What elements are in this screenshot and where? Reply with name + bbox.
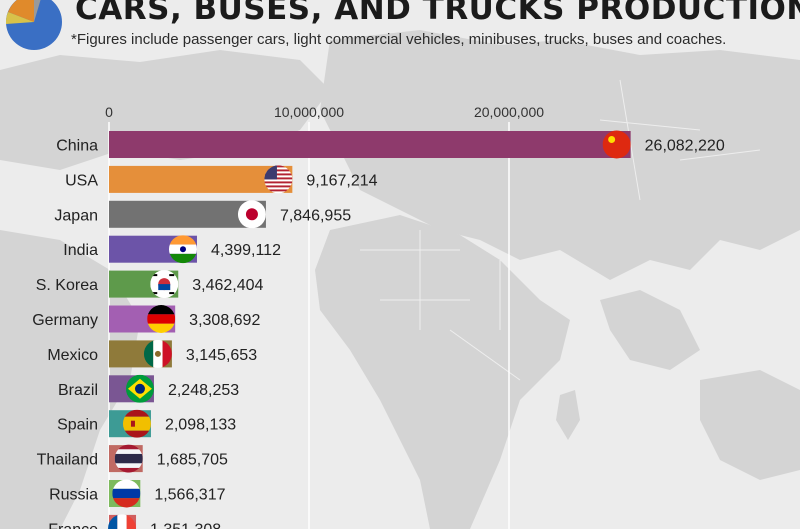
bar [109, 165, 293, 193]
value-label: 26,082,220 [645, 138, 725, 155]
france-flag-icon [108, 514, 137, 529]
germany-flag-icon [147, 305, 176, 333]
category-label: USA [65, 172, 98, 189]
x-tick-label: 20,000,000 [474, 104, 544, 120]
mexico-flag-icon [143, 339, 172, 368]
value-label: 3,462,404 [192, 277, 263, 294]
south-korea-flag-icon [150, 270, 179, 299]
category-label: India [63, 242, 98, 259]
category-label: Japan [54, 207, 98, 224]
chart-header: CARS, BUSES, AND TRUCKS PRODUCTION *Figu… [0, 0, 800, 72]
value-label: 2,098,133 [165, 417, 236, 434]
value-label: 1,351,308 [150, 521, 221, 529]
category-label: France [48, 521, 98, 529]
value-label: 3,145,653 [186, 347, 257, 364]
bar [109, 131, 631, 158]
usa-flag-icon [264, 165, 293, 194]
value-label: 2,248,253 [168, 382, 239, 399]
category-label: Mexico [47, 347, 98, 364]
pie-logo-icon [5, 0, 62, 50]
value-label: 7,846,955 [280, 207, 351, 224]
category-label: Spain [57, 417, 98, 434]
brazil-flag-icon [125, 374, 154, 403]
x-tick-label: 0 [105, 104, 113, 120]
chart-subtitle: *Figures include passenger cars, light c… [71, 31, 727, 48]
spain-flag-icon [122, 409, 151, 438]
china-flag-icon [602, 130, 631, 159]
value-label: 1,685,705 [157, 452, 228, 469]
category-label: Thailand [37, 452, 98, 469]
chart-title: CARS, BUSES, AND TRUCKS PRODUCTION [75, 0, 800, 27]
category-label: Russia [49, 487, 98, 504]
value-label: 9,167,214 [306, 172, 377, 189]
x-tick-label: 10,000,000 [274, 104, 344, 120]
value-label: 3,308,692 [189, 312, 260, 329]
japan-flag-icon [237, 200, 266, 229]
value-label: 1,566,317 [154, 487, 225, 504]
category-label: Germany [32, 312, 98, 329]
thailand-flag-icon [114, 444, 143, 473]
india-flag-icon [168, 235, 197, 264]
russia-flag-icon [112, 479, 141, 508]
category-label: China [56, 138, 98, 155]
value-label: 4,399,112 [211, 242, 281, 259]
category-label: S. Korea [36, 277, 98, 294]
category-label: Brazil [58, 382, 98, 399]
